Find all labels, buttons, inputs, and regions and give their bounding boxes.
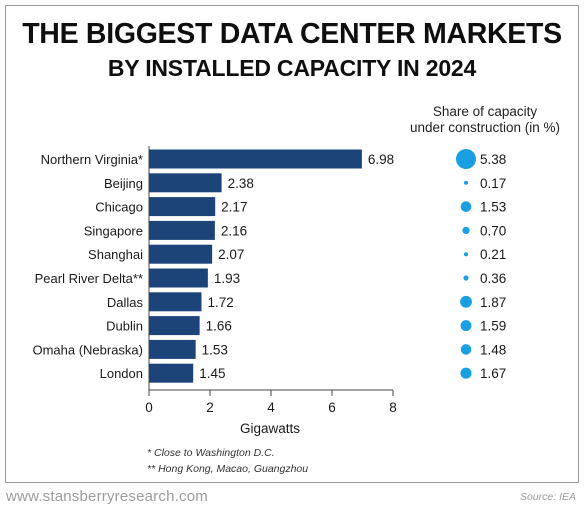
x-tick-label: 6 [328,400,336,415]
share-bubble [456,149,476,169]
share-header-line1: Share of capacity [432,104,538,119]
bar [149,149,362,169]
category-label: Omaha (Nebraska) [32,342,143,357]
share-bubble [463,275,469,281]
x-axis-title: Gigawatts [240,421,300,436]
footnote-2: ** Hong Kong, Macao, Guangzhou [147,463,309,475]
share-column-header: Share of capacity under construction (in… [400,104,570,136]
bar-value-label: 1.93 [214,271,240,286]
bar [149,268,208,288]
bar-value-label: 1.45 [199,366,225,381]
bar-value-label: 1.53 [202,342,228,357]
category-label: Beijing [104,176,143,191]
bar [149,292,202,312]
bar-value-label: 2.07 [218,247,244,262]
share-value-label: 1.53 [480,200,506,215]
share-bubble [460,320,472,332]
share-bubble [460,367,472,379]
category-label: Shanghai [88,247,143,262]
share-value-label: 0.36 [480,271,506,286]
chart-title-line1: THE BIGGEST DATA CENTER MARKETS [22,18,562,50]
share-bubble [464,180,468,185]
x-tick-label: 0 [145,400,153,415]
bar-value-label: 1.72 [207,295,233,310]
bar [149,339,196,359]
category-label: Pearl River Delta** [35,271,143,286]
bar [149,173,222,193]
share-value-label: 1.87 [480,295,506,310]
category-label: Northern Virginia* [41,152,143,167]
x-tick-label: 4 [267,400,275,415]
share-value-label: 1.59 [480,319,506,334]
share-bubble [460,201,472,212]
chart-title-line2: BY INSTALLED CAPACITY IN 2024 [107,55,477,81]
chart-frame [5,5,579,483]
share-value-label: 1.67 [480,366,506,381]
share-value-label: 0.17 [480,176,506,191]
share-bubble [460,344,472,355]
bar [149,220,215,240]
bar [149,244,213,264]
category-label: Dublin [106,319,143,334]
x-tick-label: 8 [389,400,397,415]
share-bubble [462,226,470,235]
share-header-line2: under construction (in %) [409,120,561,135]
bar [149,363,194,383]
category-label: London [100,366,143,381]
bar [149,197,216,217]
share-value-label: 1.48 [480,342,506,357]
website-credit: www.stansberryresearch.com [6,488,208,505]
share-bubble [460,295,472,308]
share-value-label: 0.70 [480,223,506,238]
bar-value-label: 2.17 [221,200,247,215]
bar [149,316,200,336]
share-bubble [464,252,468,257]
bar-value-label: 1.66 [206,319,232,334]
x-tick-label: 2 [206,400,214,415]
bar-value-label: 6.98 [368,152,394,167]
category-label: Singapore [84,223,143,238]
bar-value-label: 2.16 [221,223,247,238]
share-value-label: 5.38 [480,152,506,167]
source-credit: Source: IEA [519,491,576,503]
bar-value-label: 2.38 [228,176,254,191]
share-value-label: 0.21 [480,247,506,262]
category-label: Dallas [107,295,144,310]
category-label: Chicago [95,200,143,215]
footnote-1: * Close to Washington D.C. [147,447,275,459]
